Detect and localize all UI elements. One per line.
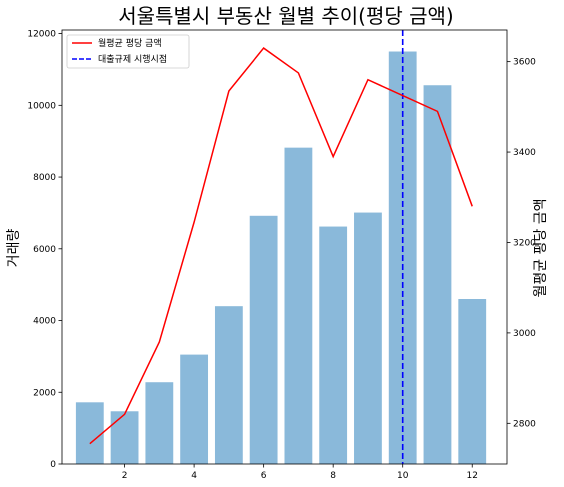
price-line xyxy=(89,47,473,445)
legend-label-price: 월평균 평당 금액 xyxy=(98,37,162,49)
price-line-layer xyxy=(89,47,473,445)
x-tick-label: 2 xyxy=(122,471,128,481)
left-tick-label: 2000 xyxy=(33,388,56,398)
plot-frame xyxy=(61,29,508,465)
right-tick-label: 2800 xyxy=(513,419,536,429)
left-tick-label: 4000 xyxy=(33,317,56,327)
legend-label-regulation: 대출규제 시행시점 xyxy=(98,53,167,65)
chart-title: 서울특별시 부동산 월별 추이(평당 금액) xyxy=(118,4,453,28)
legend-box xyxy=(66,34,190,69)
bar-month-4 xyxy=(180,354,209,464)
bar-month-8 xyxy=(319,226,348,464)
left-axis-label: 거래량 xyxy=(6,229,22,268)
x-tick-label: 4 xyxy=(191,471,197,481)
x-tick-label: 10 xyxy=(397,471,409,481)
bar-month-1 xyxy=(75,402,104,464)
bar-month-12 xyxy=(458,299,487,464)
x-tick-label: 6 xyxy=(261,471,267,481)
bar-month-11 xyxy=(423,85,452,465)
bar-month-3 xyxy=(145,382,174,464)
left-tick-label: 6000 xyxy=(33,245,56,255)
right-axis-label: 월평균 평당 금액 xyxy=(533,198,549,297)
left-tick-label: 0 xyxy=(50,460,56,470)
axes: 2 4 6 8 10 12 0 2000 4000 6000 8000 10000 12000 2800 3… xyxy=(27,30,536,481)
bar-month-2 xyxy=(110,411,139,464)
left-tick-label: 8000 xyxy=(33,173,56,183)
bar-month-9 xyxy=(354,212,382,464)
right-tick-label: 3200 xyxy=(513,238,536,248)
bar-month-5 xyxy=(214,306,243,464)
x-tick-label: 8 xyxy=(330,471,336,481)
left-tick-label: 12000 xyxy=(27,30,56,40)
left-tick-label: 10000 xyxy=(27,101,56,111)
bar-series xyxy=(75,51,487,465)
bar-month-7 xyxy=(284,147,313,464)
bar-month-6 xyxy=(249,215,278,464)
x-tick-label: 12 xyxy=(467,471,478,481)
right-tick-label: 3000 xyxy=(513,329,536,339)
right-tick-label: 3600 xyxy=(513,58,536,68)
right-tick-label: 3400 xyxy=(513,148,536,158)
